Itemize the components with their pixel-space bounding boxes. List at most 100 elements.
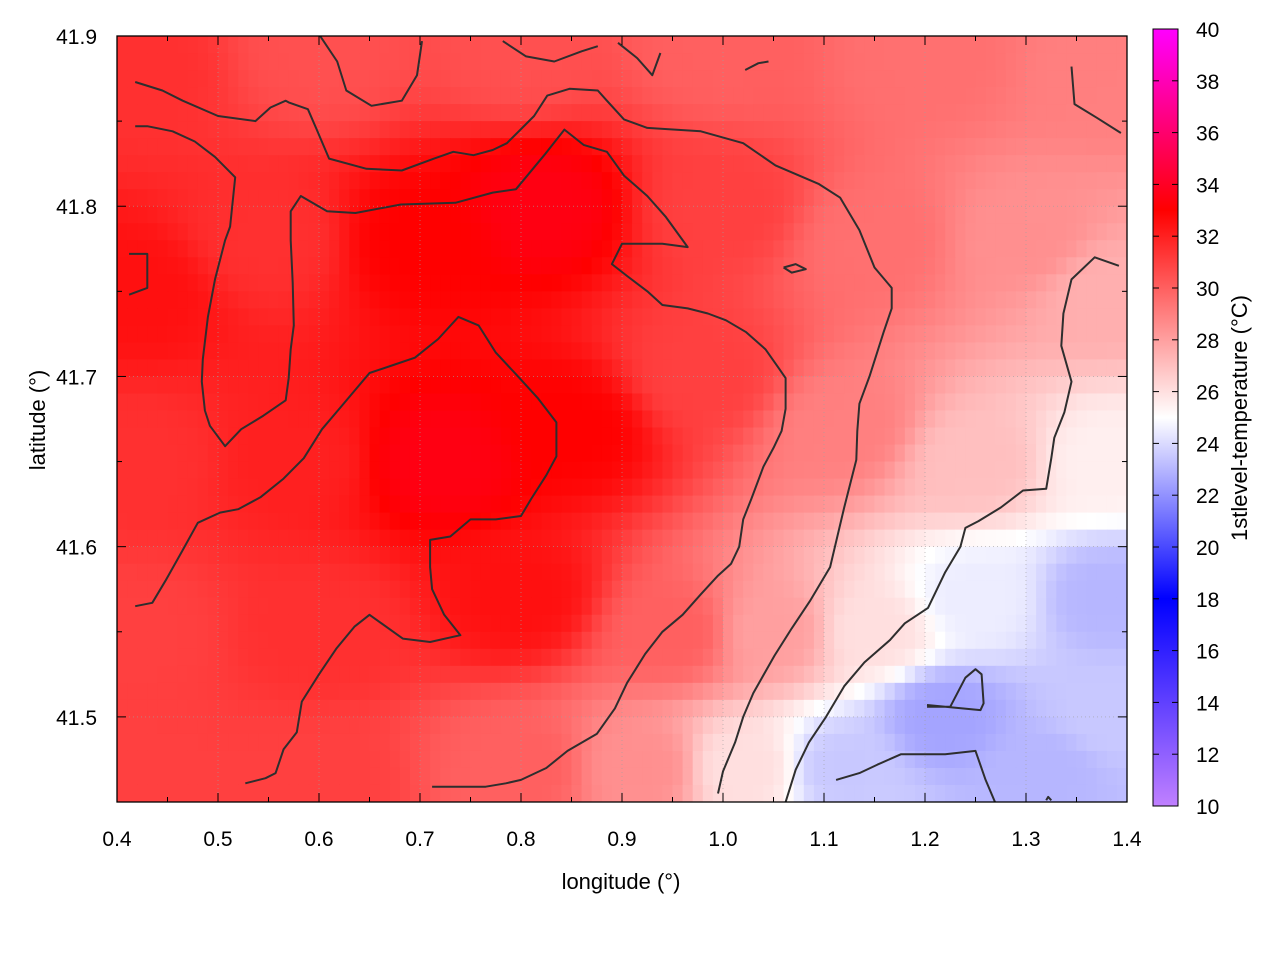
heat-cell bbox=[723, 580, 734, 599]
heat-cell bbox=[904, 750, 916, 769]
heat-cell bbox=[157, 512, 169, 531]
heat-cell bbox=[541, 461, 552, 480]
heat-cell bbox=[743, 461, 754, 480]
heat-cell bbox=[308, 546, 320, 565]
heat-cell bbox=[611, 376, 623, 395]
heat-cell bbox=[440, 733, 451, 752]
heat-cell bbox=[763, 342, 775, 361]
heat-cell bbox=[197, 104, 209, 122]
heat-cell bbox=[894, 512, 906, 531]
heat-cell bbox=[611, 563, 623, 582]
heat-cell bbox=[137, 87, 148, 105]
heat-cell bbox=[349, 631, 360, 650]
heat-cell bbox=[409, 410, 421, 429]
heat-cell bbox=[177, 529, 189, 548]
heat-cell bbox=[541, 427, 552, 446]
heat-cell bbox=[1096, 444, 1108, 463]
heat-cell bbox=[389, 750, 401, 769]
heat-cell bbox=[985, 427, 997, 446]
heat-cell bbox=[1005, 70, 1017, 88]
heat-cell bbox=[1036, 580, 1047, 599]
heat-cell bbox=[228, 648, 239, 667]
heat-cell bbox=[702, 172, 714, 190]
heat-cell bbox=[591, 478, 603, 497]
heat-cell bbox=[147, 308, 158, 326]
heat-cell bbox=[723, 648, 734, 667]
heat-cell bbox=[904, 546, 916, 565]
heat-cell bbox=[207, 648, 219, 667]
heat-cell bbox=[399, 291, 411, 309]
heat-cell bbox=[773, 308, 785, 326]
heat-cell bbox=[611, 495, 623, 514]
heat-cell bbox=[844, 359, 855, 378]
heat-cell bbox=[904, 325, 916, 343]
heat-cell bbox=[137, 614, 148, 633]
heat-cell bbox=[662, 87, 674, 105]
heat-cell bbox=[864, 597, 876, 616]
heat-cell bbox=[329, 223, 340, 241]
heat-cell bbox=[935, 478, 946, 497]
heat-cell bbox=[824, 189, 835, 207]
heat-cell bbox=[581, 614, 593, 633]
heat-cell bbox=[308, 240, 320, 258]
heat-cell bbox=[329, 36, 340, 54]
heat-cell bbox=[904, 427, 916, 446]
heat-cell bbox=[541, 325, 552, 343]
heat-cell bbox=[894, 461, 906, 480]
heat-cell bbox=[298, 648, 310, 667]
heat-cell bbox=[1106, 308, 1118, 326]
heat-cell bbox=[824, 342, 835, 361]
heat-cell bbox=[440, 291, 451, 309]
heat-cell bbox=[218, 580, 229, 599]
heat-cell bbox=[409, 597, 421, 616]
heat-cell bbox=[632, 648, 643, 667]
heat-cell bbox=[571, 597, 583, 616]
heat-cell bbox=[601, 580, 613, 599]
heat-cell bbox=[1005, 614, 1017, 633]
heat-cell bbox=[783, 478, 795, 497]
heat-cell bbox=[117, 325, 128, 343]
heat-cell bbox=[369, 36, 381, 54]
heat-cell bbox=[995, 563, 1007, 582]
heat-cell bbox=[177, 767, 189, 786]
heat-cell bbox=[1005, 53, 1017, 71]
heat-cell bbox=[975, 155, 987, 173]
heat-cell bbox=[207, 291, 219, 309]
heat-cell bbox=[783, 53, 795, 71]
heat-cell bbox=[359, 444, 371, 463]
heat-cell bbox=[167, 121, 179, 139]
heat-cell bbox=[985, 393, 997, 412]
heat-cell bbox=[995, 665, 1007, 684]
heat-cell bbox=[1036, 699, 1047, 718]
heat-cell bbox=[1106, 325, 1118, 343]
heat-cell bbox=[490, 325, 502, 343]
heat-cell bbox=[480, 206, 492, 224]
heat-cell bbox=[551, 614, 562, 633]
heat-cell bbox=[470, 308, 482, 326]
heat-cell bbox=[258, 359, 270, 378]
heat-cell bbox=[531, 580, 542, 599]
heat-cell bbox=[793, 53, 805, 71]
heat-cell bbox=[854, 699, 865, 718]
heat-cell bbox=[207, 172, 219, 190]
heat-cell bbox=[298, 376, 310, 395]
heat-cell bbox=[682, 648, 694, 667]
heat-cell bbox=[349, 257, 360, 275]
heat-cell bbox=[137, 444, 148, 463]
heat-cell bbox=[1056, 376, 1067, 395]
heat-cell bbox=[460, 784, 472, 802]
heat-cell bbox=[1046, 189, 1057, 207]
heat-cell bbox=[420, 444, 431, 463]
heat-cell bbox=[753, 750, 764, 769]
heat-cell bbox=[753, 784, 764, 802]
heat-cell bbox=[955, 393, 966, 412]
heat-cell bbox=[1046, 716, 1057, 735]
heat-cell bbox=[813, 478, 825, 497]
heat-cell bbox=[652, 172, 663, 190]
heat-cell bbox=[389, 155, 401, 173]
heat-cell bbox=[409, 495, 421, 514]
heat-cell bbox=[167, 104, 179, 122]
heat-cell bbox=[288, 597, 300, 616]
heat-cell bbox=[349, 376, 360, 395]
heat-cell bbox=[460, 325, 472, 343]
